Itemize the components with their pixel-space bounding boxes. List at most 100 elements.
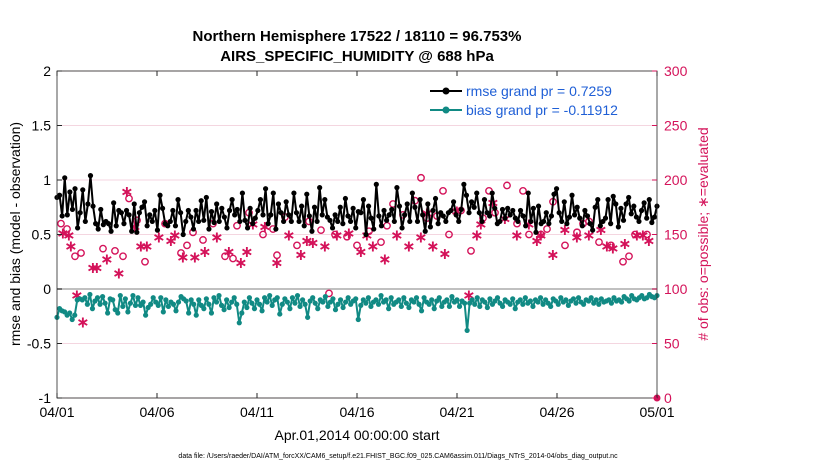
rmse-point — [322, 197, 328, 203]
bias-point — [292, 300, 298, 306]
legend: rmse grand pr = 0.7259 bias grand pr = -… — [423, 78, 653, 122]
bias-point — [558, 295, 564, 301]
rmse-point — [283, 199, 289, 205]
legend-box — [423, 78, 653, 122]
obs-evaluated-point: ∗ — [318, 238, 331, 255]
rmse-point — [592, 204, 598, 210]
rmse-point — [62, 175, 68, 181]
rmse-point — [399, 225, 405, 231]
rmse-point — [95, 226, 101, 232]
rmse-point — [216, 218, 222, 225]
bias-point — [378, 292, 384, 299]
bias-point — [365, 295, 371, 301]
rmse-point — [175, 197, 181, 203]
bias-point — [206, 301, 212, 307]
bias-point — [234, 301, 240, 307]
rmse-point — [219, 205, 225, 211]
y2-tick-label: 250 — [664, 118, 688, 134]
rmse-point — [373, 181, 379, 187]
rmse-point — [293, 210, 300, 216]
legend-rmse-marker — [442, 87, 450, 95]
rmse-point — [232, 212, 238, 218]
rmse-point — [87, 173, 94, 179]
rmse-point — [548, 213, 555, 219]
rmse-point — [327, 217, 333, 223]
rmse-point — [420, 212, 426, 218]
bias-point — [173, 308, 179, 314]
bias-point — [431, 306, 437, 312]
obs-possible-point — [353, 241, 361, 250]
rmse-point — [435, 221, 441, 227]
bias-point — [337, 297, 344, 303]
rmse-point — [638, 207, 645, 214]
y-tick-label: 1.5 — [32, 118, 52, 134]
rmse-point — [559, 218, 565, 225]
obs-possible-point — [111, 246, 119, 255]
obs-possible-point — [331, 230, 339, 239]
rmse-point — [224, 225, 230, 231]
rmse-point — [422, 228, 428, 234]
bias-point — [84, 301, 90, 307]
rmse-point — [649, 219, 655, 226]
obs-possible-point — [525, 230, 533, 239]
obs-possible-point — [183, 241, 191, 250]
bias-point — [218, 302, 225, 308]
bias-point — [383, 297, 389, 303]
y2-tick-label: 100 — [664, 281, 688, 297]
bias-point — [373, 297, 379, 303]
bias-point — [254, 297, 260, 303]
bias-point — [193, 312, 199, 318]
obs-possible-point — [643, 230, 651, 239]
obs-possible-point — [125, 194, 133, 203]
bias-point — [287, 306, 293, 312]
rmse-point — [615, 224, 621, 230]
bias-point — [363, 300, 369, 306]
obs-evaluated-point: ∗ — [378, 251, 391, 268]
bias-point — [259, 308, 265, 314]
bias-point — [330, 296, 336, 302]
bias-point — [279, 301, 285, 307]
obs-evaluated-point: ∗ — [642, 233, 655, 250]
bias-point — [416, 301, 422, 307]
rmse-point — [386, 212, 392, 218]
bias-point — [573, 300, 579, 306]
bias-point — [256, 301, 263, 307]
rmse-point — [407, 218, 413, 225]
rmse-point — [561, 199, 567, 205]
rmse-point — [646, 197, 652, 203]
rmse-point — [430, 207, 436, 214]
rmse-point — [587, 221, 593, 227]
rmse-point — [450, 199, 457, 205]
bias-point — [67, 310, 73, 316]
rmse-point — [159, 205, 166, 211]
y2-tick-label: 50 — [664, 336, 680, 352]
bias-point — [183, 298, 189, 304]
rmse-point — [358, 210, 364, 216]
rmse-point — [234, 206, 240, 213]
rmse-point — [409, 190, 415, 196]
rmse-point — [597, 223, 603, 229]
rmse-point — [229, 197, 235, 203]
rmse-point — [394, 185, 400, 191]
rmse-point — [474, 190, 480, 196]
bias-point — [94, 295, 101, 301]
rmse-point — [301, 223, 307, 229]
rmse-point — [595, 197, 601, 203]
rmse-point — [384, 217, 390, 223]
rmse-point — [314, 218, 320, 225]
obs-evaluated-point: ∗ — [64, 238, 77, 255]
rmse-point — [546, 221, 552, 227]
rmse-point — [350, 205, 356, 211]
y-tick-label: 0.5 — [32, 227, 52, 243]
bias-point — [398, 303, 404, 310]
obs-possible-point — [119, 252, 127, 261]
rmse-point — [178, 210, 184, 216]
rmse-point — [136, 210, 143, 216]
rmse-point — [149, 218, 155, 225]
rmse-point — [121, 221, 127, 227]
obs-evaluated-point: ∗ — [282, 228, 295, 245]
bias-point — [456, 303, 463, 310]
rmse-point — [497, 218, 503, 225]
rmse-point — [288, 218, 294, 225]
rmse-point — [141, 199, 148, 205]
